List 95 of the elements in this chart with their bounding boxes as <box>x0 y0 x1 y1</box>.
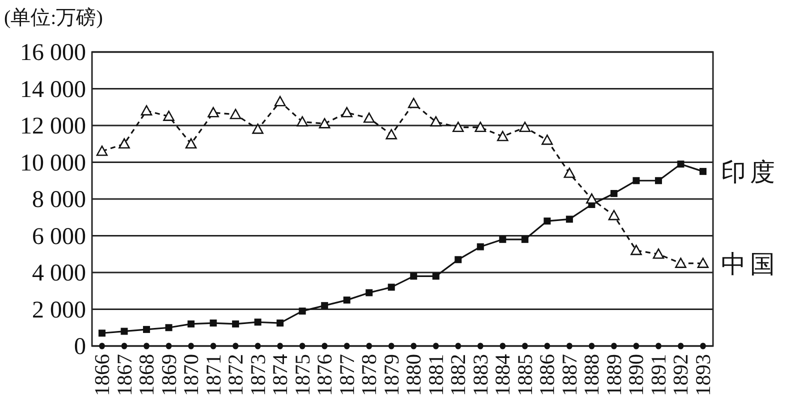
x-tick-label: 1892 <box>668 354 693 396</box>
point <box>586 193 598 204</box>
point <box>677 160 684 168</box>
point <box>232 320 240 328</box>
y-tick-label: 6 000 <box>32 224 86 250</box>
point <box>298 308 306 315</box>
point <box>542 134 553 145</box>
point <box>296 116 308 126</box>
point <box>610 190 618 197</box>
point <box>140 105 152 116</box>
point <box>519 122 531 132</box>
point <box>98 330 106 337</box>
y-tick-label: 14 000 <box>20 76 86 103</box>
point <box>208 106 219 118</box>
point <box>432 272 440 280</box>
point <box>163 110 174 121</box>
x-tick-label: 1893 <box>691 354 715 396</box>
point <box>274 96 286 106</box>
point <box>499 236 506 243</box>
point <box>276 320 284 327</box>
x-tick-label: 1889 <box>602 354 626 396</box>
point <box>652 248 664 259</box>
x-tick-label: 1877 <box>334 354 359 396</box>
point <box>388 284 395 291</box>
x-tick-label: 1880 <box>402 354 426 396</box>
x-tick-label: 1891 <box>646 354 670 396</box>
point <box>230 108 242 120</box>
point <box>675 258 686 268</box>
point <box>96 146 108 156</box>
point <box>654 177 662 184</box>
y-tick-label: 10 000 <box>20 150 86 176</box>
x-tick-label: 1866 <box>90 354 114 396</box>
x-tick-label: 1869 <box>156 354 181 396</box>
point <box>452 122 464 132</box>
point <box>566 216 573 223</box>
x-tick-label: 1879 <box>379 354 404 396</box>
point <box>410 272 418 280</box>
y-tick-label: 16 000 <box>20 40 86 66</box>
point <box>608 210 620 220</box>
point <box>476 243 484 250</box>
point <box>120 328 128 335</box>
x-tick-label: 1871 <box>201 354 226 396</box>
point <box>366 289 373 296</box>
point <box>165 324 172 332</box>
point <box>363 112 375 123</box>
x-tick-label: 1888 <box>580 354 604 396</box>
point <box>521 236 528 243</box>
x-tick-label: 1883 <box>468 354 492 396</box>
point <box>318 118 330 128</box>
y-tick-label: 12 000 <box>20 114 86 140</box>
x-tick-label: 1867 <box>112 354 136 396</box>
point <box>454 256 462 264</box>
x-tick-label: 1886 <box>535 354 560 396</box>
point <box>341 106 352 118</box>
point <box>408 98 420 108</box>
point <box>700 168 706 175</box>
point <box>343 296 350 304</box>
x-tick-label: 1874 <box>268 354 292 396</box>
point <box>252 124 264 134</box>
series-label: 中国 <box>721 251 779 278</box>
x-tick-label: 1875 <box>290 354 314 396</box>
x-tick-label: 1882 <box>446 354 470 396</box>
x-tick-label: 1885 <box>512 354 537 396</box>
point <box>321 302 328 310</box>
y-tick-label: 2 000 <box>32 297 86 324</box>
point <box>630 244 642 256</box>
x-tick-label: 1870 <box>179 354 204 396</box>
x-tick-label: 1881 <box>424 354 448 396</box>
point <box>474 122 486 132</box>
x-tick-label: 1884 <box>490 354 515 396</box>
point <box>430 116 442 126</box>
point <box>386 129 398 140</box>
x-tick-label: 1876 <box>312 354 337 396</box>
point <box>185 138 197 149</box>
point <box>632 177 640 184</box>
point <box>254 318 262 326</box>
series-label: 印度 <box>721 158 779 186</box>
point <box>143 326 150 333</box>
x-tick-label: 1868 <box>134 354 159 396</box>
point <box>188 320 195 328</box>
y-tick-label: 4 000 <box>32 260 86 286</box>
point <box>697 258 709 268</box>
point <box>210 320 217 327</box>
y-tick-label: 0 <box>74 334 86 360</box>
point <box>118 138 130 149</box>
x-tick-label: 1872 <box>224 354 248 396</box>
y-tick-label: 8 000 <box>32 187 86 213</box>
x-tick-label: 1878 <box>357 354 382 396</box>
point <box>497 130 508 142</box>
x-tick-label: 1887 <box>557 354 582 396</box>
y-axis-title: (单位:万磅) <box>4 7 103 29</box>
x-tick-label: 1873 <box>246 354 270 396</box>
x-tick-label: 1890 <box>624 354 648 396</box>
point <box>544 218 551 225</box>
point <box>564 168 576 178</box>
